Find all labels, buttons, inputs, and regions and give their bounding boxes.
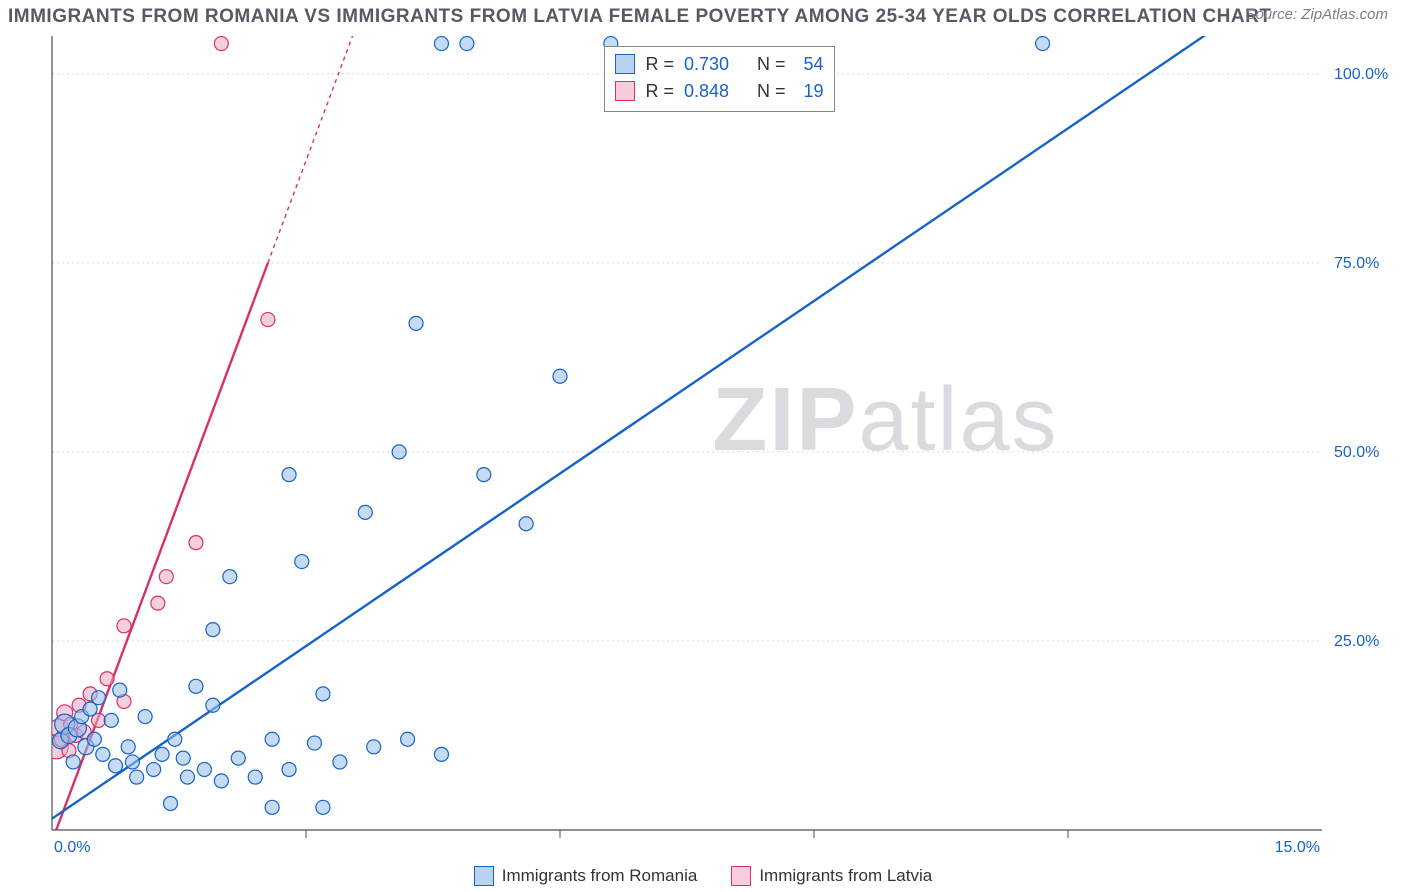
data-point (265, 732, 279, 746)
data-point (231, 751, 245, 765)
data-point (477, 468, 491, 482)
data-point (261, 313, 275, 327)
series-legend: Immigrants from Romania Immigrants from L… (0, 866, 1406, 886)
data-point (214, 37, 228, 51)
data-point (130, 770, 144, 784)
data-point (553, 369, 567, 383)
data-point (307, 736, 321, 750)
stats-n-value: 19 (796, 78, 824, 105)
legend-swatch (731, 866, 751, 886)
data-point (401, 732, 415, 746)
data-point (180, 770, 194, 784)
data-point (96, 747, 110, 761)
stats-r-value: 0.848 (684, 78, 729, 105)
data-point (189, 536, 203, 550)
data-point (155, 747, 169, 761)
data-point (159, 570, 173, 584)
svg-text:100.0%: 100.0% (1334, 66, 1388, 83)
legend-label: Immigrants from Romania (502, 866, 698, 886)
data-point (316, 687, 330, 701)
stats-n-label: N = (757, 51, 786, 78)
source-attribution: Source: ZipAtlas.com (1245, 6, 1388, 23)
svg-text:0.0%: 0.0% (54, 839, 90, 856)
data-point (206, 698, 220, 712)
plot-area: 25.0%50.0%75.0%100.0%0.0%15.0% ZIPatlas … (50, 34, 1400, 856)
data-point (206, 623, 220, 637)
legend-item: Immigrants from Romania (474, 866, 698, 886)
chart-page: IMMIGRANTS FROM ROMANIA VS IMMIGRANTS FR… (0, 0, 1406, 892)
data-point (316, 800, 330, 814)
data-point (109, 759, 123, 773)
stats-legend-row: R = 0.848 N = 19 (615, 78, 823, 105)
data-point (434, 747, 448, 761)
stats-legend-row: R = 0.730 N = 54 (615, 51, 823, 78)
stats-n-value: 54 (796, 51, 824, 78)
stats-r-value: 0.730 (684, 51, 729, 78)
svg-text:25.0%: 25.0% (1334, 633, 1379, 650)
data-point (92, 691, 106, 705)
data-point (1036, 37, 1050, 51)
data-point (282, 468, 296, 482)
data-point (295, 555, 309, 569)
stats-n-label: N = (757, 78, 786, 105)
data-point (121, 740, 135, 754)
data-point (104, 713, 118, 727)
data-point (519, 517, 533, 531)
data-point (117, 619, 131, 633)
data-point (223, 570, 237, 584)
data-point (367, 740, 381, 754)
stats-r-label: R = (645, 78, 674, 105)
data-point (392, 445, 406, 459)
data-point (87, 732, 101, 746)
data-point (333, 755, 347, 769)
data-point (113, 683, 127, 697)
legend-item: Immigrants from Latvia (731, 866, 932, 886)
stats-r-label: R = (645, 51, 674, 78)
chart-title: IMMIGRANTS FROM ROMANIA VS IMMIGRANTS FR… (0, 6, 1271, 28)
title-bar: IMMIGRANTS FROM ROMANIA VS IMMIGRANTS FR… (0, 0, 1406, 34)
svg-text:75.0%: 75.0% (1334, 255, 1379, 272)
data-point (409, 316, 423, 330)
legend-swatch (615, 54, 635, 74)
data-point (434, 37, 448, 51)
svg-text:50.0%: 50.0% (1334, 444, 1379, 461)
data-point (248, 770, 262, 784)
scatter-chart: 25.0% 50.0% 75.0% 100.0% 0.0% 15.0% (50, 34, 1400, 856)
data-point (66, 755, 80, 769)
legend-swatch (474, 866, 494, 886)
data-point (460, 37, 474, 51)
data-point (100, 672, 114, 686)
data-point (282, 763, 296, 777)
data-point (358, 505, 372, 519)
data-point (138, 710, 152, 724)
legend-label: Immigrants from Latvia (759, 866, 932, 886)
svg-text:15.0%: 15.0% (1275, 839, 1320, 856)
data-point (164, 797, 178, 811)
data-point (147, 763, 161, 777)
data-point (265, 800, 279, 814)
data-point (197, 763, 211, 777)
data-point (214, 774, 228, 788)
data-point (125, 755, 139, 769)
data-point (168, 732, 182, 746)
data-point (189, 679, 203, 693)
data-point (176, 751, 190, 765)
stats-legend: R = 0.730 N = 54 R = 0.848 N = 19 (604, 46, 834, 112)
legend-swatch (615, 81, 635, 101)
data-point (151, 596, 165, 610)
